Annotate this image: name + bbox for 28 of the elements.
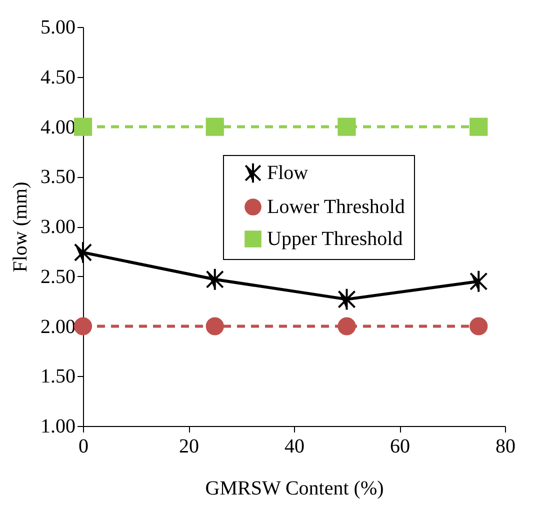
x-tick-label: 40 <box>284 436 304 458</box>
x-axis-title: GMRSW Content (%) <box>205 478 384 500</box>
y-tick-label: 3.00 <box>40 216 76 238</box>
x-tick-label: 0 <box>78 436 88 458</box>
x-tick-label: 20 <box>179 436 199 458</box>
x-tick-label: 60 <box>390 436 410 458</box>
point <box>338 118 356 136</box>
y-tick-label: 3.50 <box>40 166 76 188</box>
x-tick-label: 80 <box>496 436 516 458</box>
point <box>206 317 224 336</box>
y-axis-title: Flow (mm) <box>10 182 32 272</box>
point <box>338 317 356 336</box>
y-tick-label: 5.00 <box>40 16 76 38</box>
legend-label: Lower Threshold <box>267 196 405 218</box>
y-tick-label: 1.50 <box>40 366 76 388</box>
point <box>74 317 92 336</box>
y-tick-label: 4.50 <box>40 66 76 88</box>
point <box>206 268 224 291</box>
y-tick-label: 1.00 <box>40 416 76 438</box>
y-tick-label: 4.00 <box>40 116 76 138</box>
point <box>470 317 488 336</box>
point <box>74 118 92 136</box>
point <box>206 118 224 136</box>
y-tick-label: 2.50 <box>40 266 76 288</box>
y-tick-label: 2.00 <box>40 316 76 338</box>
point <box>470 118 488 136</box>
legend-label: Flow <box>267 162 309 184</box>
legend-label: Upper Threshold <box>267 228 403 250</box>
